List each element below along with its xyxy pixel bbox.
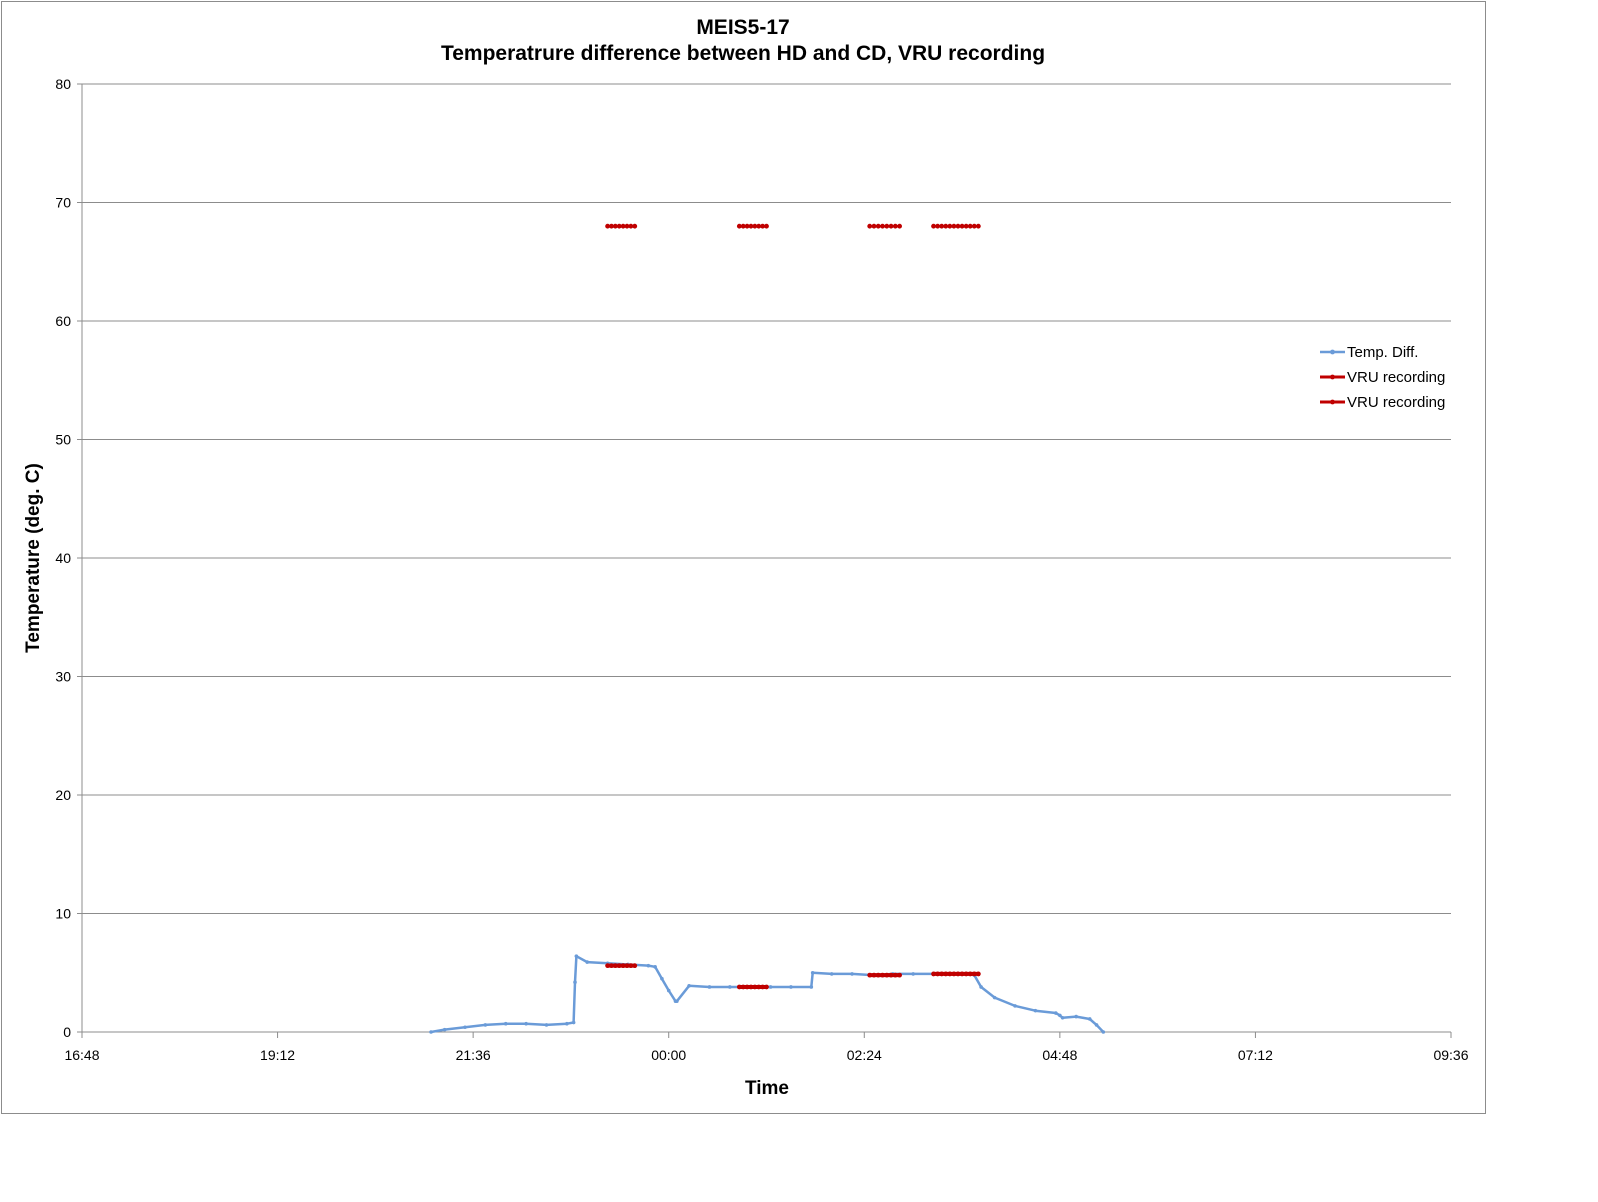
vru-recording-point [884, 224, 889, 229]
x-tick-label: 16:48 [64, 1047, 99, 1063]
chart-frame: MEIS5-17 Temperatrure difference between… [1, 1, 1486, 1114]
temp-diff-point [667, 989, 671, 993]
temp-diff-point [728, 985, 732, 989]
temp-diff-point [911, 972, 915, 976]
vru-recording-point [872, 973, 877, 978]
series-line-temp-diff [431, 956, 1103, 1032]
temp-diff-point [1074, 1015, 1078, 1019]
vru-recording-point [867, 973, 872, 978]
temp-diff-point [572, 1021, 576, 1025]
temp-diff-point [830, 972, 834, 976]
x-tick-label: 19:12 [260, 1047, 295, 1063]
vru-recording-point [976, 224, 981, 229]
vru-recording-point [897, 224, 902, 229]
x-tick-label: 07:12 [1238, 1047, 1273, 1063]
chart-svg: MEIS5-17 Temperatrure difference between… [2, 2, 1485, 1113]
temp-diff-point [1102, 1030, 1106, 1034]
vru-recording-point [876, 224, 881, 229]
vru-recording-point [764, 224, 769, 229]
vru-recording-point [889, 224, 894, 229]
chart-title: MEIS5-17 [696, 16, 789, 39]
x-axis-title: Time [745, 1078, 789, 1099]
x-tick-label: 09:36 [1433, 1047, 1468, 1063]
y-tick-label: 40 [55, 550, 71, 566]
vru-recording-point [872, 224, 877, 229]
x-tick-label: 04:48 [1042, 1047, 1077, 1063]
temp-diff-point [484, 1023, 488, 1027]
temp-diff-point [1013, 1004, 1017, 1008]
vru-recording-point [876, 973, 881, 978]
y-tick-label: 70 [55, 195, 71, 211]
temp-diff-point [575, 954, 579, 958]
y-tick-label: 0 [63, 1024, 71, 1040]
vru-recording-point [893, 973, 898, 978]
temp-diff-point [1058, 1014, 1062, 1018]
vru-recording-point [880, 973, 885, 978]
temp-diff-point [443, 1028, 447, 1032]
legend-marker [1330, 350, 1335, 355]
legend-label: VRU recording [1347, 394, 1445, 411]
legend-marker [1330, 400, 1335, 405]
y-tick-label: 80 [55, 76, 71, 92]
vru-recording-point [976, 972, 981, 977]
x-tick-label: 00:00 [651, 1047, 686, 1063]
chart-subtitle: Temperatrure difference between HD and C… [441, 42, 1045, 65]
temp-diff-point [993, 996, 997, 1000]
temp-diff-point [1061, 1016, 1065, 1020]
vru-recording-point [897, 973, 902, 978]
x-tick-label: 02:24 [847, 1047, 882, 1063]
temp-diff-point [708, 985, 712, 989]
temp-diff-point [660, 977, 664, 981]
plot-series [429, 224, 1105, 1034]
vru-recording-point [884, 973, 889, 978]
temp-diff-point [1054, 1011, 1058, 1015]
temp-diff-point [979, 985, 983, 989]
temp-diff-point [811, 971, 815, 975]
vru-recording-point [893, 224, 898, 229]
vru-recording-point [632, 224, 637, 229]
temp-diff-point [573, 980, 577, 984]
temp-diff-point [789, 985, 793, 989]
x-tick-label: 21:36 [456, 1047, 491, 1063]
vru-recording-point [867, 224, 872, 229]
temp-diff-point [565, 1022, 569, 1026]
y-tick-label: 60 [55, 313, 71, 329]
temp-diff-point [769, 985, 773, 989]
temp-diff-point [687, 984, 691, 988]
temp-diff-point [463, 1025, 467, 1029]
temp-diff-point [1034, 1009, 1038, 1013]
y-tick-label: 50 [55, 432, 71, 448]
temp-diff-point [850, 972, 854, 976]
temp-diff-point [1088, 1017, 1092, 1021]
vru-recording-point [764, 985, 769, 990]
y-tick-label: 10 [55, 906, 71, 922]
temp-diff-point [653, 965, 657, 969]
vru-recording-point [889, 973, 894, 978]
temp-diff-point [545, 1023, 549, 1027]
temp-diff-point [585, 960, 589, 964]
temp-diff-point [810, 985, 814, 989]
x-tick-labels: 16:48 19:12 21:36 00:00 02:24 04:48 07:12 09:36 [64, 1032, 1468, 1063]
y-tick-labels: 0 10 20 30 40 50 60 70 80 [55, 76, 71, 1040]
vru-recording-point [880, 224, 885, 229]
temp-diff-point [1095, 1023, 1099, 1027]
y-tick-label: 20 [55, 787, 71, 803]
legend-label: VRU recording [1347, 369, 1445, 386]
temp-diff-point [675, 999, 679, 1003]
temp-diff-point [647, 964, 651, 968]
legend: Temp. Diff. VRU recording VRU recording [1320, 344, 1445, 411]
temp-diff-point [524, 1022, 528, 1026]
temp-diff-point [504, 1022, 508, 1026]
legend-marker [1330, 375, 1335, 380]
y-tick-label: 30 [55, 669, 71, 685]
y-axis-title: Temperature (deg. C) [23, 463, 44, 653]
temp-diff-point [429, 1030, 433, 1034]
vru-recording-point [632, 963, 637, 968]
legend-label: Temp. Diff. [1347, 344, 1418, 361]
